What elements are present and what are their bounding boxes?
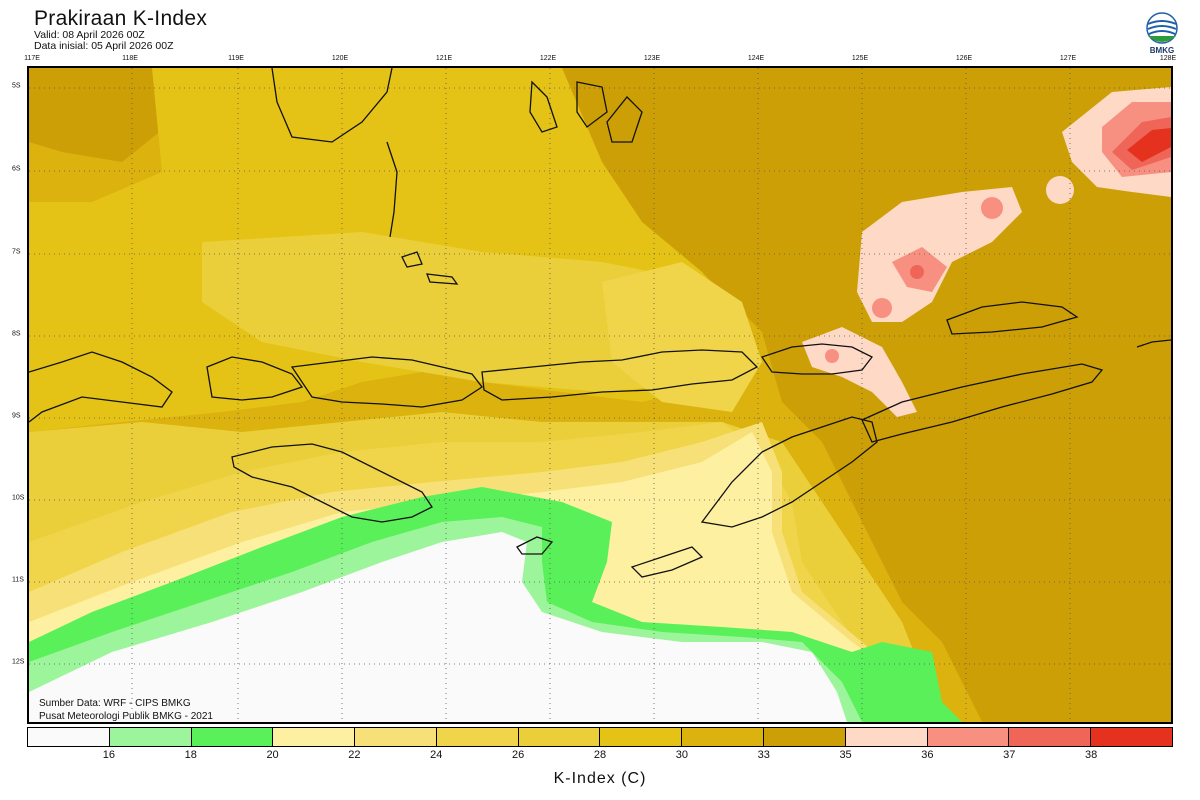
colorbar-swatch [845,728,928,746]
colorbar-swatch [273,728,356,746]
center-credit: Pusat Meteorologi Publik BMKG - 2021 [39,711,213,722]
timor-coast [700,416,878,528]
colorbar-title: K-Index (C) [553,770,647,787]
muna-coast [576,81,608,128]
small-island [401,251,423,268]
alor-coast [760,343,873,375]
colorbar-label: 20 [266,749,279,761]
colorbar-swatch [355,728,437,746]
colorbar-swatch [1091,728,1172,746]
lon-tick: 126E [955,55,973,62]
colorbar-label: 18 [184,749,197,761]
colorbar-label: 36 [921,749,934,761]
colorbar-swatch [28,728,110,746]
field-below-16 [29,532,847,722]
colorbar-label: 35 [839,749,852,761]
lat-tick: 12S [12,658,25,666]
sumbawa-coast [290,356,483,408]
small-island [426,273,459,285]
lat-tick: 5S [12,82,21,90]
lon-tick: 121E [435,55,453,62]
lon-tick: 124E [747,55,765,62]
colorbar-label: 16 [102,749,115,761]
map-title: Prakiraan K-Index [34,7,208,30]
timor-border [861,363,1104,443]
lon-tick: 118E [122,55,138,62]
lon-tick: 120E [331,55,349,62]
babar-coast [1136,339,1171,348]
field-above-38 [1127,128,1171,162]
field-36-37 [825,349,839,363]
field-28-30-central [202,232,742,392]
sumba-coast [231,443,433,523]
savu-coast [516,536,554,555]
colorbar-swatch [682,728,765,746]
coastlines [29,68,1171,578]
colorbar-label: 30 [675,749,688,761]
colorbar-swatch [436,728,519,746]
colorbar-label: 24 [430,749,443,761]
colorbar-label: 38 [1085,749,1098,761]
colorbar-swatch [109,728,192,746]
source-credit: Sumber Data: WRF - CIPS BMKG [39,698,191,709]
field-36-37 [872,298,892,318]
init-time: Data inisial: 05 April 2026 00Z [34,40,174,52]
selayar-coast [386,141,398,238]
k-index-map[interactable]: Sumber Data: WRF - CIPS BMKG Pusat Meteo… [27,66,1173,724]
bmkg-logo-icon: BMKG [1140,8,1184,58]
lombok-coast [206,356,304,401]
lat-tick: 11S [12,576,24,584]
field-33-35-east [562,68,1171,722]
colorbar-label: 33 [757,749,770,761]
lon-tick: 125E [851,55,869,62]
field-35-36-spot [1046,176,1074,204]
colorbar-swatch [191,728,274,746]
colorbar-swatch [1009,728,1092,746]
lon-tick: 122E [539,55,557,62]
lon-tick: 117E [24,55,40,62]
lon-tick: 128E [1159,55,1177,62]
colorbar-swatch [600,728,683,746]
colorbar-label: 22 [348,749,361,761]
rote-coast [630,546,704,578]
flores-coast [481,349,759,401]
lat-tick: 7S [12,248,21,256]
field-37-38 [910,265,924,279]
lat-tick: 8S [12,330,21,338]
map-canvas [29,68,1171,722]
colorbar-label: 26 [512,749,525,761]
sulawesi-coast [271,68,393,143]
colorbar-label: 28 [593,749,607,761]
colorbar-swatch [927,728,1010,746]
colorbar-swatch [518,728,601,746]
logo-label: BMKG [1149,46,1175,55]
map-grid [29,68,1171,722]
lat-tick: 10S [12,494,25,502]
wowoni-coast [606,96,643,143]
lon-tick: 119E [228,55,244,62]
lon-tick: 127E [1059,55,1077,62]
lon-tick: 123E [643,55,661,62]
lat-tick: 9S [12,412,21,420]
wetar-coast [946,301,1079,335]
lat-tick: 6S [12,165,21,173]
field-33-35-nw [29,68,172,162]
field-26-28-north [602,262,762,412]
buton-coast [529,80,558,133]
colorbar-label: 37 [1003,749,1016,761]
field-35-36-cluster [857,187,1022,322]
field-36-37 [981,197,1003,219]
colorbar [27,727,1173,747]
header: Prakiraan K-Index Valid: 08 April 2026 0… [34,8,207,52]
bali-coast [29,351,173,423]
valid-time: Valid: 08 April 2026 00Z [34,29,145,41]
colorbar-swatch [764,728,846,746]
